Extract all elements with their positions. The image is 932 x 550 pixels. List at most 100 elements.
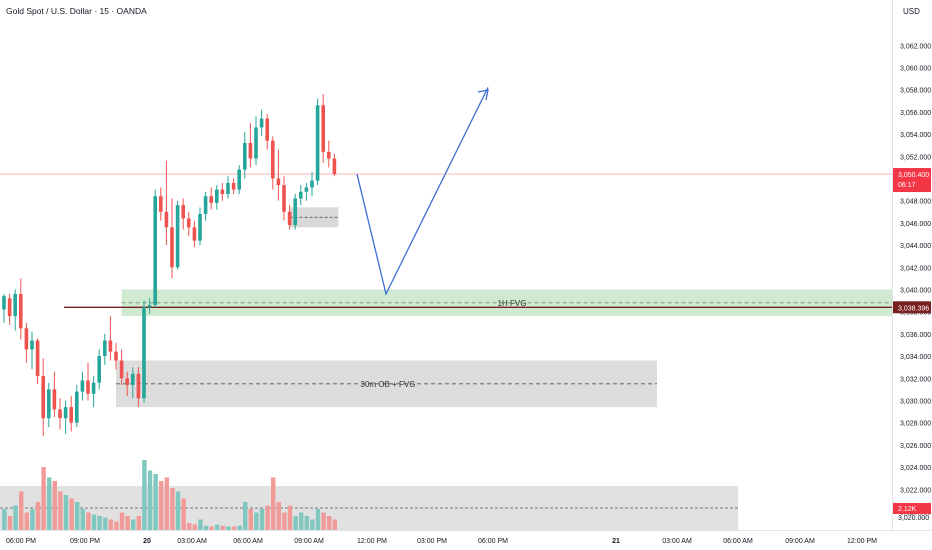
candle[interactable] bbox=[231, 178, 236, 195]
candle[interactable] bbox=[63, 400, 68, 434]
candle[interactable] bbox=[187, 211, 191, 237]
candle-body bbox=[293, 198, 297, 226]
candle[interactable] bbox=[170, 198, 174, 279]
candle[interactable] bbox=[119, 349, 124, 385]
candle[interactable] bbox=[153, 189, 157, 308]
price-axis[interactable]: USD 3,020.000 3,022.000 3,024.000 3,026.000… bbox=[892, 0, 932, 530]
candle[interactable] bbox=[41, 358, 45, 436]
candle-body bbox=[192, 227, 197, 241]
candle[interactable] bbox=[147, 298, 152, 314]
candle[interactable] bbox=[131, 367, 135, 399]
candle-body bbox=[220, 189, 225, 195]
candle[interactable] bbox=[299, 185, 303, 206]
candle-body bbox=[13, 293, 17, 317]
candle[interactable] bbox=[142, 300, 146, 403]
candle[interactable] bbox=[332, 154, 337, 177]
candle-body bbox=[215, 189, 219, 203]
candle-body bbox=[315, 105, 320, 181]
candle[interactable] bbox=[7, 293, 12, 325]
candle[interactable] bbox=[271, 136, 275, 190]
candle[interactable] bbox=[47, 382, 51, 428]
volume-bar bbox=[41, 467, 46, 530]
candle[interactable] bbox=[254, 116, 258, 166]
candle[interactable] bbox=[103, 333, 107, 365]
candle-body bbox=[254, 127, 258, 159]
candle[interactable] bbox=[220, 182, 225, 201]
candle-body bbox=[175, 205, 180, 268]
volume-bar bbox=[159, 481, 164, 530]
candle[interactable] bbox=[35, 338, 40, 384]
candle[interactable] bbox=[243, 131, 247, 179]
candle[interactable] bbox=[315, 98, 320, 186]
volume-bar bbox=[52, 481, 57, 530]
candle[interactable] bbox=[215, 185, 219, 210]
candle[interactable] bbox=[69, 396, 73, 432]
volume-bar bbox=[332, 519, 337, 530]
candle[interactable] bbox=[13, 289, 17, 331]
candle[interactable] bbox=[2, 293, 6, 323]
candle[interactable] bbox=[175, 200, 180, 270]
candle[interactable] bbox=[97, 349, 101, 390]
candle-body bbox=[203, 196, 208, 214]
small-grey-zone[interactable] bbox=[289, 207, 339, 228]
time-tick-label: 12:00 PM bbox=[847, 538, 877, 545]
candle[interactable] bbox=[287, 205, 292, 230]
candle[interactable] bbox=[276, 149, 281, 201]
candle[interactable] bbox=[310, 171, 314, 197]
countdown-value: 06:17 bbox=[898, 182, 916, 189]
candle[interactable] bbox=[75, 384, 79, 428]
volume-bar bbox=[69, 498, 74, 530]
candle[interactable] bbox=[192, 220, 197, 248]
candle-body bbox=[52, 389, 57, 410]
candle[interactable] bbox=[304, 182, 309, 201]
candle-body bbox=[198, 214, 202, 241]
candle[interactable] bbox=[203, 191, 208, 221]
candle[interactable] bbox=[125, 371, 129, 397]
candle[interactable] bbox=[198, 207, 202, 246]
candle[interactable] bbox=[248, 122, 253, 168]
candle[interactable] bbox=[52, 371, 57, 418]
volume-bar bbox=[315, 509, 321, 530]
volume-bar bbox=[276, 502, 281, 530]
volume-bar bbox=[142, 460, 147, 530]
chart-title[interactable]: Gold Spot / U.S. Dollar · 15 · OANDA bbox=[6, 6, 147, 16]
candle[interactable] bbox=[30, 331, 34, 370]
volume-bar bbox=[58, 491, 63, 530]
projection-path[interactable] bbox=[356, 87, 489, 296]
candle[interactable] bbox=[159, 187, 163, 221]
candle[interactable] bbox=[108, 316, 113, 361]
candle-body bbox=[164, 211, 169, 228]
candle[interactable] bbox=[259, 109, 264, 137]
candle[interactable] bbox=[321, 94, 325, 163]
candle[interactable] bbox=[209, 187, 213, 210]
candle[interactable] bbox=[58, 398, 62, 430]
price-tick-label: 3,054.000 bbox=[900, 132, 931, 139]
candle[interactable] bbox=[114, 342, 118, 370]
candle[interactable] bbox=[136, 367, 141, 408]
candle[interactable] bbox=[237, 165, 241, 195]
volume-bar bbox=[265, 505, 270, 530]
zone-layer: 1H FVG 30m OB + FVG bbox=[0, 207, 893, 530]
candle[interactable] bbox=[80, 371, 85, 401]
candle[interactable] bbox=[226, 176, 230, 199]
candle[interactable] bbox=[24, 322, 29, 363]
candle[interactable] bbox=[282, 176, 286, 221]
candle[interactable] bbox=[265, 114, 269, 150]
volume-bar bbox=[2, 509, 7, 530]
candle[interactable] bbox=[164, 160, 169, 246]
volume-bar bbox=[19, 491, 24, 530]
candle[interactable] bbox=[86, 362, 90, 401]
candle-body bbox=[327, 151, 331, 159]
volume-bar bbox=[282, 512, 287, 530]
candle[interactable] bbox=[293, 194, 297, 230]
volume-bar bbox=[13, 505, 18, 530]
time-axis[interactable]: 06:00 PM 09:00 PM 20 03:00 AM 06:00 AM 09:00 … bbox=[0, 530, 932, 546]
candle[interactable] bbox=[327, 140, 331, 168]
candle[interactable] bbox=[19, 278, 23, 340]
price-tick-label: 3,058.000 bbox=[900, 88, 931, 95]
candle[interactable] bbox=[181, 198, 185, 230]
candle[interactable] bbox=[91, 376, 96, 408]
volume-bar bbox=[97, 516, 102, 530]
volume-bar bbox=[131, 519, 136, 530]
